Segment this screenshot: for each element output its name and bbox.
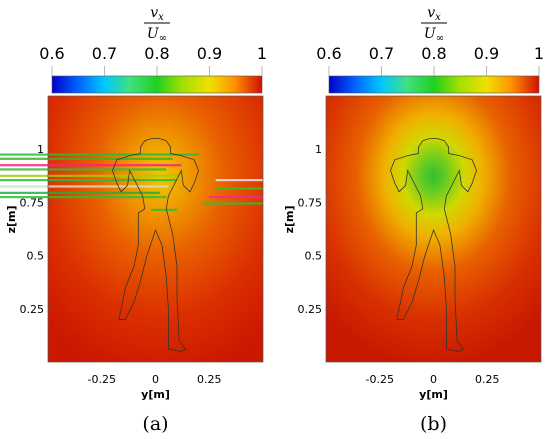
y-tick-label: 1: [37, 143, 44, 156]
streak: [0, 185, 169, 188]
colorbar-label: vx U∞: [144, 5, 170, 44]
streak: [0, 196, 167, 199]
y-axis-label: z[m]: [5, 205, 18, 233]
colorbar-tick-label: 0.9: [197, 44, 222, 63]
streak: [0, 157, 173, 160]
colorbar-label-numerator: vx: [150, 5, 164, 23]
streak-artifacts: [0, 153, 263, 211]
streak: [151, 208, 177, 211]
colorbar-tick-label: 0.9: [474, 44, 499, 63]
colorbar: [328, 75, 540, 94]
y-tick-label: 0.25: [298, 303, 323, 316]
panel-b: vx U∞ 0.6 0.7 0.8 0.9 1 0.25 0.5 0.75 1 -0.25 0 0.25 y…: [283, 5, 544, 435]
y-axis-label: z[m]: [283, 205, 296, 233]
colorbar-tick-label: 0.7: [92, 44, 117, 63]
x-tick-label: 0.25: [197, 373, 222, 386]
streak: [0, 153, 199, 156]
colorbar-tick-label: 0.6: [316, 44, 341, 63]
silhouette-outline: [112, 138, 199, 352]
colorbar-tick-label: 0.8: [144, 44, 169, 63]
streak: [0, 174, 182, 177]
streak: [215, 187, 263, 190]
y-tick-label: 0.5: [27, 250, 45, 263]
colorbar-tick-label: 1: [534, 44, 544, 63]
colorbar: [51, 75, 263, 94]
colorbar-label: vx U∞: [421, 5, 447, 44]
streak: [209, 196, 263, 199]
x-tick-label: 0: [152, 373, 159, 386]
x-tick-label: -0.25: [88, 373, 116, 386]
colorbar-tick-label: 0.8: [421, 44, 446, 63]
streak: [202, 202, 263, 205]
silhouette-outline: [390, 138, 477, 352]
streak: [0, 164, 182, 167]
y-tick-label: 0.75: [20, 196, 45, 209]
colorbar-tick-label: 0.7: [369, 44, 394, 63]
colorbar-label-denominator: U∞: [424, 26, 444, 44]
heatmap-field: [48, 96, 263, 362]
y-tick-label: 0.5: [305, 250, 323, 263]
panel-a: vx U∞ 0.6 0.7 0.8 0.9 1 0.25 0.5 0.75 1 -0.25 0 0.25 y…: [0, 5, 267, 435]
colorbar-label-numerator: vx: [427, 5, 441, 23]
x-axis-label: y[m]: [141, 388, 170, 401]
streak: [0, 178, 177, 182]
streak: [0, 191, 160, 194]
y-tick-label: 0.25: [20, 303, 45, 316]
panel-label: (b): [420, 413, 447, 435]
x-tick-label: 0: [430, 373, 437, 386]
colorbar-tick-label: 1: [257, 44, 267, 63]
streak: [0, 168, 167, 171]
x-tick-label: 0.25: [475, 373, 500, 386]
streak: [215, 178, 263, 182]
colorbar-tick-label: 0.6: [39, 44, 64, 63]
panel-label: (a): [142, 413, 168, 435]
y-tick-label: 0.75: [298, 196, 323, 209]
colorbar-label-denominator: U∞: [147, 26, 167, 44]
x-tick-label: -0.25: [366, 373, 394, 386]
x-axis-label: y[m]: [419, 388, 448, 401]
y-tick-label: 1: [315, 143, 322, 156]
heatmap-field: [326, 96, 541, 362]
